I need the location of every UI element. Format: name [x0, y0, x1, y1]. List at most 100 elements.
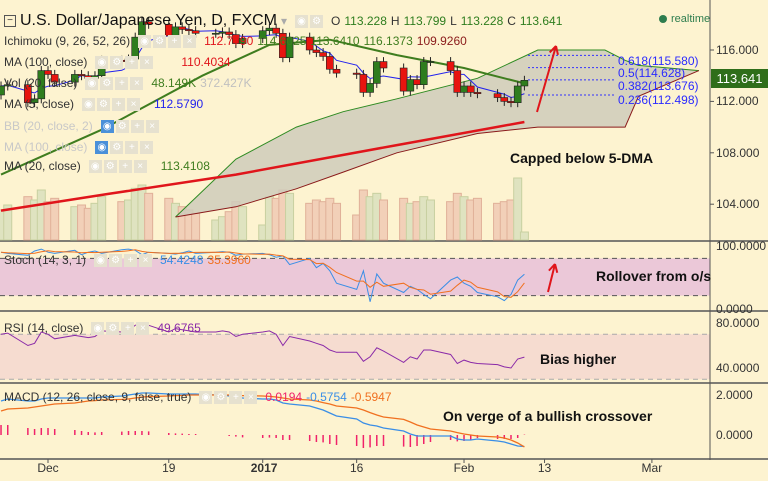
- candle-body: [24, 84, 32, 103]
- gear-icon[interactable]: ⚙: [214, 390, 228, 404]
- add-icon[interactable]: +: [112, 97, 126, 111]
- fib-label: 0.382(113.676): [618, 79, 699, 93]
- legend-value: 116.1373: [363, 34, 413, 48]
- close-value: 113.641: [519, 14, 563, 28]
- eye-icon[interactable]: ◉: [199, 390, 213, 404]
- price-tick: 108.000: [716, 146, 760, 160]
- add-icon[interactable]: +: [121, 321, 135, 335]
- add-icon[interactable]: +: [118, 159, 132, 173]
- eye-icon[interactable]: ◉: [95, 55, 109, 69]
- gear-icon[interactable]: ⚙: [97, 97, 111, 111]
- chevron-down-icon[interactable]: ▾: [281, 14, 288, 28]
- candle-body: [185, 29, 193, 32]
- candle-body: [211, 32, 220, 35]
- close-icon[interactable]: ×: [140, 140, 154, 154]
- add-icon[interactable]: +: [125, 140, 139, 154]
- close-icon[interactable]: ×: [244, 390, 258, 404]
- price-tick: 116.000: [716, 43, 759, 57]
- close-icon[interactable]: ×: [130, 76, 144, 90]
- gear-icon[interactable]: ⚙: [106, 321, 120, 335]
- legend-rsi[interactable]: RSI (14, close) ◉ ⚙ + × 49.6765: [4, 321, 201, 335]
- legend-bb[interactable]: BB (20, close, 2) ◉ ⚙ + ×: [4, 119, 163, 133]
- legend-value: 113.4108: [160, 159, 210, 173]
- gear-icon[interactable]: ⚙: [100, 76, 114, 90]
- candle-body: [0, 85, 5, 96]
- price-tick: 104.000: [716, 197, 760, 211]
- candle-body: [191, 30, 200, 34]
- realtime-label: realtime: [671, 13, 711, 25]
- eye-icon[interactable]: ◉: [138, 34, 152, 48]
- gear-icon[interactable]: ⚙: [310, 14, 324, 28]
- high-value: 113.799: [403, 14, 447, 28]
- collapse-icon[interactable]: −: [4, 15, 16, 27]
- ma100-line: [0, 120, 525, 212]
- candle-body: [352, 72, 361, 75]
- candle-body: [399, 67, 408, 92]
- gear-icon[interactable]: ⚙: [115, 119, 129, 133]
- time-tick: 2017: [250, 461, 278, 475]
- close-icon[interactable]: ×: [136, 321, 150, 335]
- candle-body: [37, 70, 46, 100]
- rsi-tick: 40.0000: [716, 361, 760, 375]
- add-icon[interactable]: +: [124, 253, 138, 267]
- gear-icon[interactable]: ⚙: [110, 140, 124, 154]
- annotation-macd: On verge of a bullish crossover: [443, 408, 653, 424]
- volume-bar: [519, 231, 529, 241]
- add-icon[interactable]: +: [130, 119, 144, 133]
- add-icon[interactable]: +: [115, 76, 129, 90]
- close-icon[interactable]: ×: [140, 55, 154, 69]
- eye-icon[interactable]: ◉: [91, 321, 105, 335]
- close-icon[interactable]: ×: [133, 159, 147, 173]
- legend-ma100[interactable]: MA (100, close) ◉ ⚙ + × 110.4034: [4, 55, 231, 69]
- legend-label: MACD (12, 26, close, 9, false, true): [4, 390, 192, 404]
- close-icon[interactable]: ×: [183, 34, 197, 48]
- gear-icon[interactable]: ⚙: [103, 159, 117, 173]
- legend-value: 112.5790: [154, 97, 204, 111]
- candle-body: [178, 26, 186, 30]
- eye-off-icon[interactable]: ◉: [95, 140, 109, 154]
- legend-ma5[interactable]: MA (5, close) ◉ ⚙ + × 112.5790: [4, 97, 203, 111]
- eye-icon[interactable]: ◉: [85, 76, 99, 90]
- eye-icon[interactable]: ◉: [82, 97, 96, 111]
- close-icon[interactable]: ×: [145, 119, 159, 133]
- gear-icon[interactable]: ⚙: [110, 55, 124, 69]
- eye-off-icon[interactable]: ◉: [100, 119, 114, 133]
- legend-ma20[interactable]: MA (20, close) ◉ ⚙ + × 113.4108: [4, 159, 210, 173]
- time-tick: 13: [537, 461, 552, 475]
- legend-value: 114.6025: [257, 34, 307, 48]
- close-icon[interactable]: ×: [139, 253, 153, 267]
- gear-icon[interactable]: ⚙: [153, 34, 167, 48]
- volume-bar: [97, 196, 107, 241]
- time-tick: 16: [349, 461, 364, 475]
- candle-body: [379, 61, 388, 69]
- legend-volume[interactable]: Vol (20, false) ◉ ⚙ + × 48.149K 372.427K: [4, 76, 251, 90]
- close-icon[interactable]: ×: [127, 97, 141, 111]
- legend-macd[interactable]: MACD (12, 26, close, 9, false, true) ◉ ⚙ + ×…: [4, 390, 392, 404]
- macd-tick: 2.0000: [716, 388, 753, 402]
- candle-body: [144, 21, 153, 25]
- add-icon[interactable]: +: [168, 34, 182, 48]
- realtime-indicator: realtime: [659, 13, 710, 25]
- eye-icon[interactable]: ◉: [88, 159, 102, 173]
- low-value: 113.228: [460, 14, 504, 28]
- legend-stoch[interactable]: Stoch (14, 3, 1) ◉ ⚙ + × 54.4248 35.3960: [4, 253, 251, 267]
- candle-body: [50, 74, 59, 83]
- legend-label: MA (100, close): [4, 140, 88, 154]
- eye-icon[interactable]: ◉: [295, 14, 309, 28]
- eye-icon[interactable]: ◉: [94, 253, 108, 267]
- candle-body: [493, 93, 502, 98]
- volume-bar: [513, 177, 523, 241]
- annotation-rsi: Bias higher: [540, 351, 617, 367]
- candle-body: [366, 83, 374, 93]
- candle-body: [520, 80, 529, 87]
- stoch-tick: 100.0000: [716, 239, 767, 253]
- fib-label: 0.5(114.628): [618, 66, 686, 80]
- legend-ichimoku[interactable]: Ichimoku (9, 26, 52, 26) ◉ ⚙ + × 112.7790 114…: [4, 34, 467, 48]
- symbol-legend[interactable]: − U.S. Dollar/Japanese Yen, D, FXCM ▾ ◉ ⚙…: [4, 12, 562, 30]
- add-icon[interactable]: +: [229, 390, 243, 404]
- time-tick: 19: [162, 461, 176, 475]
- gear-icon[interactable]: ⚙: [109, 253, 123, 267]
- legend-ma100-hidden[interactable]: MA (100, close) ◉ ⚙ + ×: [4, 140, 157, 154]
- candle-body: [406, 79, 415, 92]
- add-icon[interactable]: +: [125, 55, 139, 69]
